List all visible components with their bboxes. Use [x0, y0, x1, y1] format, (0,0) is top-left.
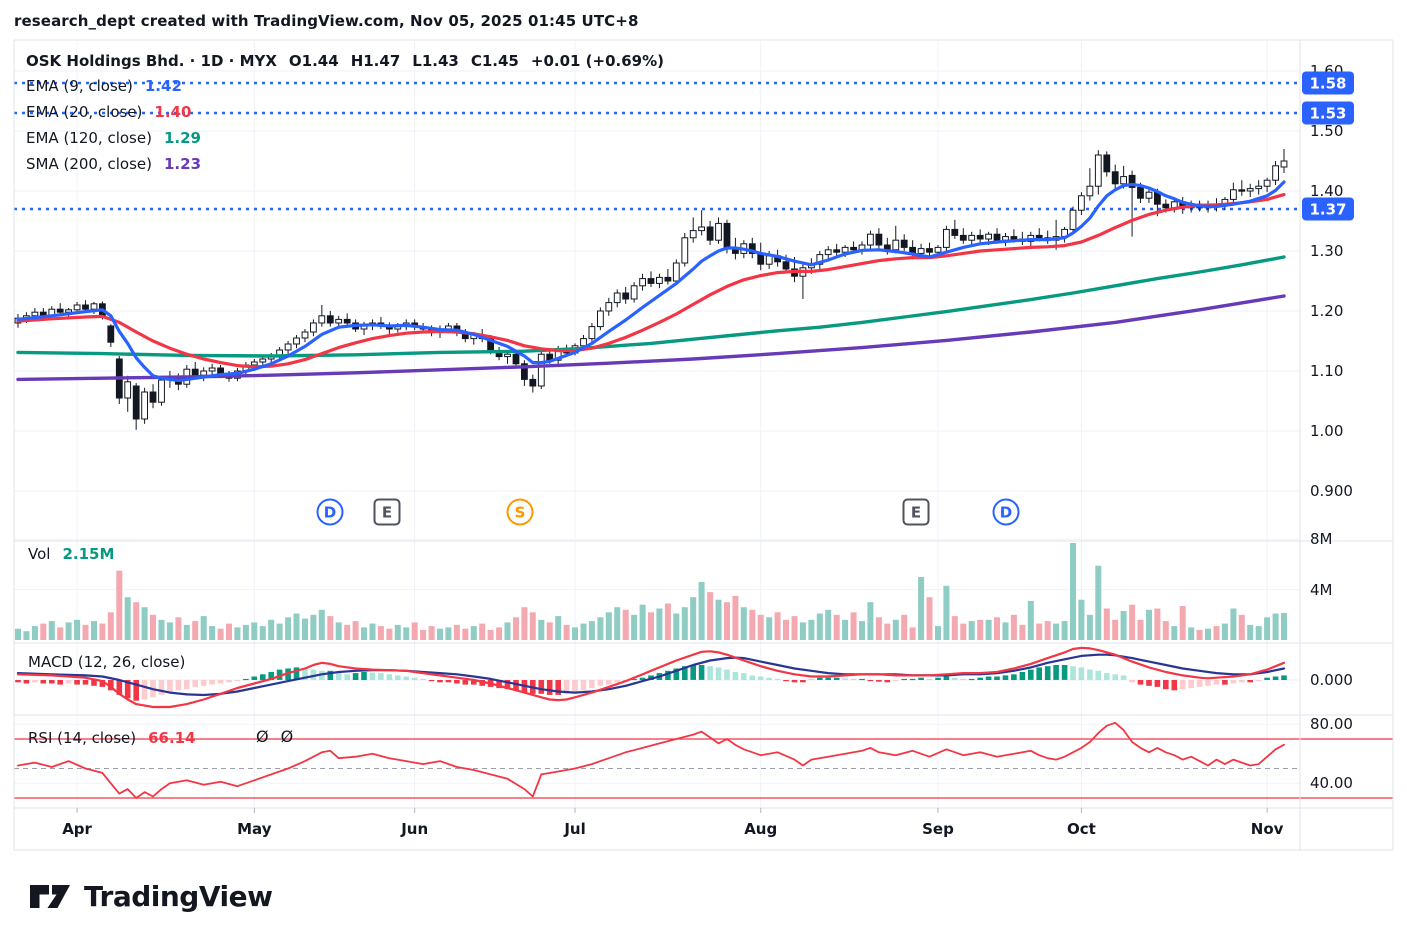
ohlc-close: C1.45	[470, 52, 519, 70]
macd-label: MACD (12, 26, close)	[28, 653, 186, 671]
volume-label: Vol	[28, 545, 51, 563]
price-level-badge-1.53: 1.53	[1302, 101, 1354, 125]
price-change: +0.01 (+0.69%)	[530, 52, 664, 70]
rsi-legend[interactable]: RSI (14, close) 66.14	[28, 729, 196, 747]
price-level-badge-1.58: 1.58	[1302, 71, 1354, 95]
price-tick-0.900: 0.900	[1310, 482, 1353, 500]
tradingview-logo-icon	[30, 885, 70, 908]
price-tick-1.20: 1.20	[1310, 302, 1344, 320]
event-marker-d[interactable]: D	[316, 498, 344, 526]
rsi-tick-40.00: 40.00	[1310, 774, 1353, 793]
rsi-label: RSI (14, close)	[28, 729, 137, 747]
gap-symbol-icon: Ø	[280, 727, 294, 746]
macd-tick-0.000: 0.000	[1310, 671, 1353, 689]
ema9-label: EMA (9, close)	[26, 77, 133, 95]
month-label-apr: Apr	[62, 820, 92, 838]
price-tick-1.50: 1.50	[1310, 122, 1344, 140]
legend-item-ema20[interactable]: EMA (20, close) 1.40	[26, 103, 664, 122]
rsi-gap-markers: Ø Ø	[256, 727, 293, 746]
sma200-label: SMA (200, close)	[26, 155, 152, 173]
symbol-title: OSK Holdings Bhd. · 1D · MYX	[26, 52, 277, 70]
volume-tick-8M: 8M	[1310, 530, 1333, 549]
month-label-jul: Jul	[564, 820, 586, 838]
ema120-label: EMA (120, close)	[26, 129, 152, 147]
gap-symbol-icon: Ø	[256, 727, 269, 746]
legend-item-sma200[interactable]: SMA (200, close) 1.23	[26, 155, 664, 174]
chart-legend: OSK Holdings Bhd. · 1D · MYX O1.44 H1.47…	[26, 52, 664, 174]
price-tick-1.10: 1.10	[1310, 362, 1344, 380]
rsi-value: 66.14	[148, 729, 196, 747]
event-marker-d[interactable]: D	[992, 498, 1020, 526]
legend-item-ema120[interactable]: EMA (120, close) 1.29	[26, 129, 664, 148]
sma200-value: 1.23	[164, 155, 202, 173]
month-label-oct: Oct	[1067, 820, 1096, 838]
attribution-text: research_dept created with TradingView.c…	[14, 12, 639, 30]
legend-item-ema9[interactable]: EMA (9, close) 1.42	[26, 77, 664, 96]
month-label-jun: Jun	[401, 820, 429, 838]
event-marker-s[interactable]: S	[506, 498, 534, 526]
price-level-badge-1.37: 1.37	[1302, 197, 1354, 221]
ema120-value: 1.29	[163, 129, 201, 147]
event-marker-e[interactable]: E	[902, 498, 930, 526]
price-tick-1.40: 1.40	[1310, 182, 1344, 200]
price-tick-1.30: 1.30	[1310, 242, 1344, 260]
volume-tick-4M: 4M	[1310, 580, 1333, 599]
month-label-nov: Nov	[1250, 820, 1284, 838]
month-label-aug: Aug	[744, 820, 778, 838]
event-marker-e[interactable]: E	[373, 498, 401, 526]
rsi-tick-80.00: 80.00	[1310, 715, 1353, 734]
macd-legend[interactable]: MACD (12, 26, close)	[28, 653, 185, 671]
price-tick-1.00: 1.00	[1310, 422, 1344, 440]
ema20-label: EMA (20, close)	[26, 103, 143, 121]
price-axis[interactable]: 1.601.501.401.301.201.101.000.9008M4M0.0…	[1300, 40, 1393, 850]
tradingview-logo[interactable]: TradingView	[28, 876, 273, 916]
ema9-value: 1.42	[144, 77, 182, 95]
tradingview-logo-text: TradingView	[84, 879, 273, 913]
ema20-value: 1.40	[154, 103, 192, 121]
ohlc-low: L1.43	[412, 52, 459, 70]
ohlc-open: O1.44	[288, 52, 339, 70]
symbol-legend-row[interactable]: OSK Holdings Bhd. · 1D · MYX O1.44 H1.47…	[26, 52, 664, 70]
volume-legend[interactable]: Vol 2.15M	[28, 545, 114, 563]
time-axis[interactable]: Apr May Jun Jul Aug Sep Oct Nov	[14, 808, 1300, 850]
month-label-may: May	[237, 820, 272, 838]
ohlc-high: H1.47	[350, 52, 401, 70]
month-label-sep: Sep	[922, 820, 954, 838]
volume-value: 2.15M	[62, 545, 115, 563]
